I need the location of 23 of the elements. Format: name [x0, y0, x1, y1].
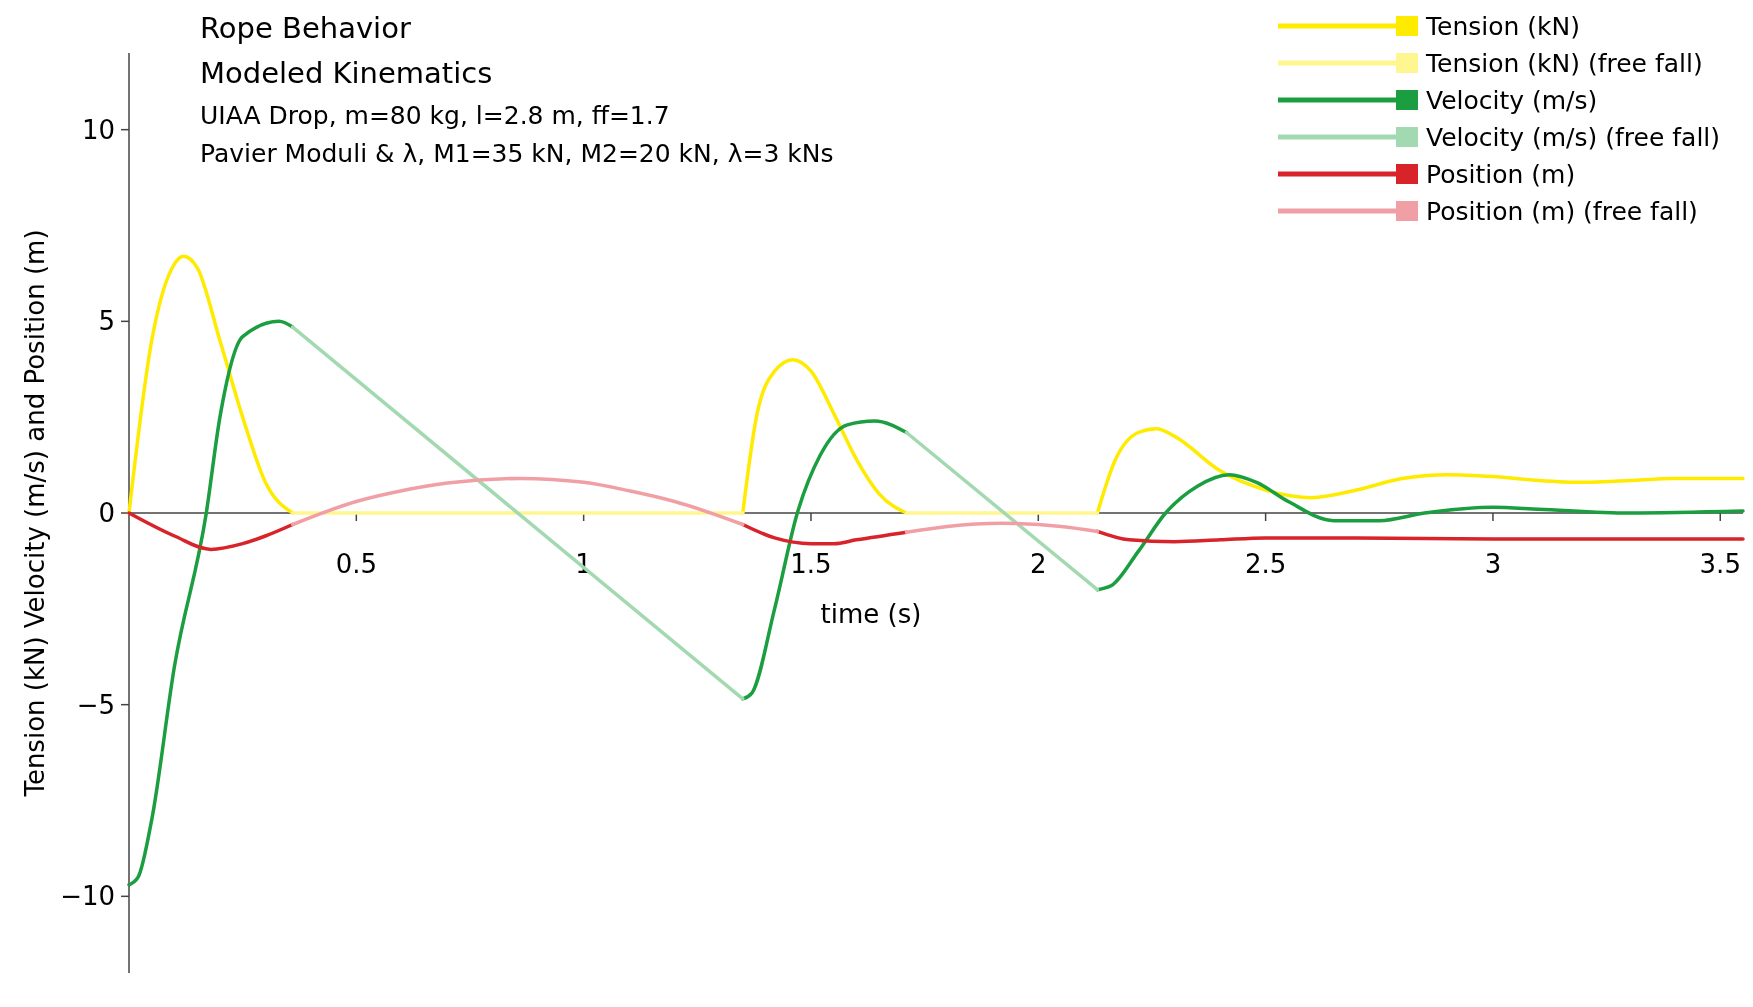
x-tick-label: 0.5 — [335, 549, 377, 579]
legend-label: Velocity (m/s) — [1426, 86, 1598, 115]
y-tick-label: −10 — [60, 881, 115, 912]
x-tick-label: 3 — [1484, 549, 1502, 579]
legend-label: Position (m) (free fall) — [1426, 197, 1698, 226]
annotation: UIAA Drop, m=80 kg, l=2.8 m, ff=1.7 — [200, 101, 670, 130]
x-tick-label: 2.5 — [1244, 549, 1287, 579]
y-tick-label: 10 — [81, 114, 115, 145]
chart-title: Rope Behavior — [200, 11, 411, 45]
x-tick-label: 2 — [1030, 549, 1047, 579]
chart-subtitle: Modeled Kinematics — [200, 56, 493, 90]
y-tick-label: 0 — [98, 498, 115, 529]
legend-label: Position (m) — [1426, 160, 1576, 189]
legend-label: Tension (kN) (free fall) — [1425, 49, 1703, 78]
y-axis-title: Tension (kN) Velocity (m/s) and Position (m) — [20, 229, 50, 798]
legend-label: Velocity (m/s) (free fall) — [1426, 123, 1721, 152]
legend-label: Tension (kN) — [1425, 12, 1580, 41]
x-axis-title: time (s) — [820, 599, 922, 629]
x-tick-label: 3.5 — [1699, 549, 1741, 579]
x-tick-label: 1.5 — [790, 549, 832, 579]
y-tick-label: −5 — [76, 689, 115, 720]
annotation: Pavier Moduli & λ, M1=35 kN, M2=20 kN, λ=3 kNs — [200, 139, 834, 168]
y-tick-label: 5 — [98, 306, 115, 337]
